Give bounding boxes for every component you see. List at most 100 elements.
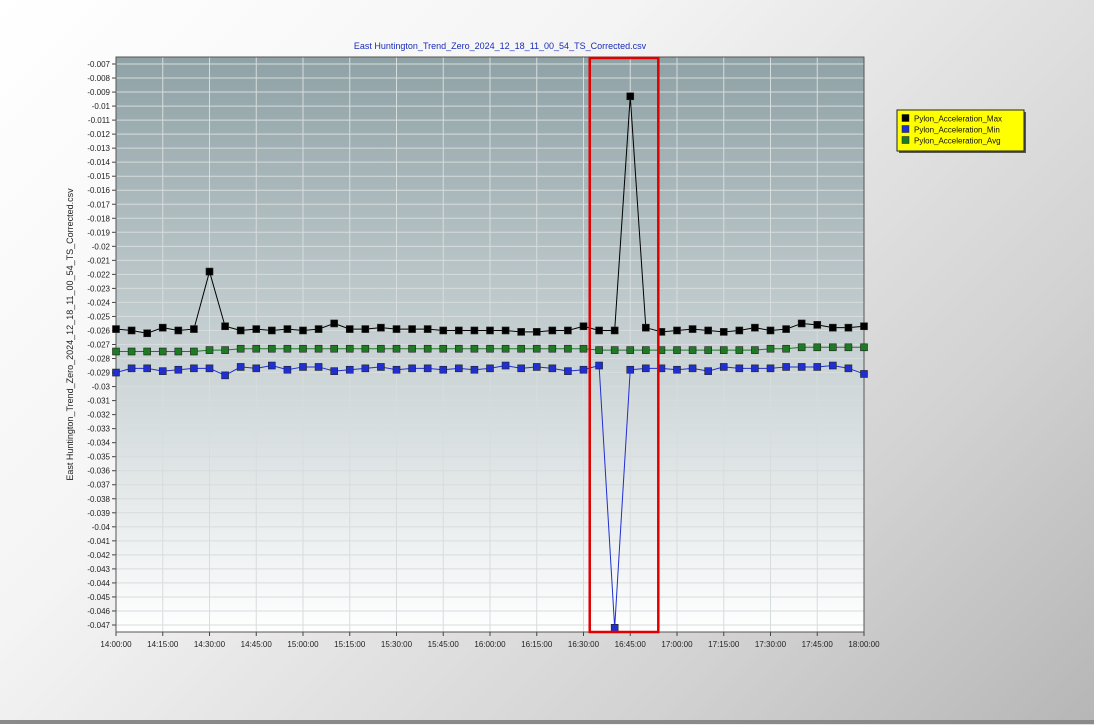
data-point-pylon-acceleration-max: [127, 326, 136, 335]
y-tick-label: -0.04: [92, 523, 111, 532]
data-point-pylon-acceleration-max: [688, 325, 697, 333]
data-point-pylon-acceleration-max: [174, 326, 183, 335]
data-point-pylon-acceleration-max: [782, 325, 790, 333]
data-point-pylon-acceleration-avg: [345, 344, 354, 353]
y-tick-label: -0.031: [87, 397, 110, 406]
highlight-box: [588, 56, 660, 634]
data-point-pylon-acceleration-min: [127, 364, 136, 373]
y-axis-label: East Huntington_Trend_Zero_2024_12_18_11…: [65, 188, 75, 481]
legend-label: Pylon_Acceleration_Max: [914, 115, 1002, 124]
data-point-pylon-acceleration-max: [455, 326, 463, 335]
x-tick-label: 15:15:00: [334, 640, 366, 649]
data-point-pylon-acceleration-min: [345, 365, 354, 374]
data-point-pylon-acceleration-min: [813, 363, 822, 371]
data-point-pylon-acceleration-avg: [392, 344, 401, 353]
data-point-pylon-acceleration-avg: [860, 343, 868, 352]
y-tick-label: -0.022: [87, 270, 110, 279]
data-point-pylon-acceleration-min: [299, 363, 307, 371]
y-tick-label: -0.035: [87, 453, 110, 462]
data-point-pylon-acceleration-max: [486, 326, 494, 335]
data-point-pylon-acceleration-max: [704, 326, 712, 335]
x-tick-label: 17:15:00: [708, 640, 740, 649]
y-tick-label: -0.009: [87, 88, 110, 97]
x-tick-label: 14:45:00: [241, 640, 273, 649]
y-tick-label: -0.027: [87, 341, 110, 350]
data-point-pylon-acceleration-min: [797, 363, 806, 371]
y-tick-label: -0.024: [87, 298, 110, 307]
data-point-pylon-acceleration-max: [268, 326, 276, 335]
y-tick-label: -0.023: [87, 284, 110, 293]
data-point-pylon-acceleration-max: [205, 267, 214, 276]
data-point-pylon-acceleration-min: [486, 364, 494, 373]
data-point-pylon-acceleration-max: [751, 323, 759, 332]
y-tick-label: -0.045: [87, 593, 110, 602]
data-point-pylon-acceleration-min: [439, 365, 448, 374]
legend-label: Pylon_Acceleration_Min: [914, 126, 1000, 135]
data-point-pylon-acceleration-min: [564, 367, 572, 375]
y-tick-label: -0.021: [87, 256, 110, 265]
data-point-pylon-acceleration-max: [470, 326, 479, 335]
data-point-pylon-acceleration-avg: [158, 347, 167, 356]
data-point-pylon-acceleration-avg: [813, 343, 822, 352]
y-tick-label: -0.039: [87, 509, 110, 518]
data-point-pylon-acceleration-avg: [579, 344, 588, 353]
data-point-pylon-acceleration-avg: [486, 344, 494, 353]
data-point-pylon-acceleration-max: [642, 323, 650, 332]
x-tick-label: 15:00:00: [287, 640, 319, 649]
data-point-pylon-acceleration-avg: [143, 347, 151, 356]
data-point-pylon-acceleration-min: [455, 364, 463, 373]
data-point-pylon-acceleration-min: [174, 365, 183, 374]
data-point-pylon-acceleration-avg: [610, 346, 619, 354]
data-point-pylon-acceleration-max: [548, 326, 557, 335]
data-point-pylon-acceleration-min: [860, 370, 868, 378]
data-point-pylon-acceleration-avg: [501, 344, 510, 353]
x-tick-label: 16:15:00: [521, 640, 553, 649]
data-point-pylon-acceleration-max: [673, 326, 681, 335]
data-point-pylon-acceleration-avg: [423, 344, 432, 353]
data-point-pylon-acceleration-avg: [735, 346, 744, 354]
y-tick-label: -0.034: [87, 439, 110, 448]
data-point-pylon-acceleration-min: [719, 363, 728, 371]
data-point-pylon-acceleration-avg: [236, 344, 245, 353]
data-point-pylon-acceleration-max: [860, 322, 868, 331]
data-point-pylon-acceleration-min: [642, 364, 650, 373]
y-tick-label: -0.012: [87, 130, 110, 139]
data-point-pylon-acceleration-max: [252, 325, 261, 333]
data-point-pylon-acceleration-max: [610, 326, 619, 335]
data-point-pylon-acceleration-max: [501, 326, 510, 335]
data-point-pylon-acceleration-max: [190, 325, 198, 333]
data-point-pylon-acceleration-min: [844, 364, 853, 373]
data-point-pylon-acceleration-max: [517, 328, 525, 336]
data-point-pylon-acceleration-max: [766, 326, 775, 335]
data-point-pylon-acceleration-avg: [548, 344, 557, 353]
data-point-pylon-acceleration-min: [610, 623, 619, 632]
data-point-pylon-acceleration-max: [829, 323, 837, 332]
data-point-pylon-acceleration-avg: [439, 344, 448, 353]
x-tick-label: 17:30:00: [755, 640, 787, 649]
data-point-pylon-acceleration-avg: [797, 343, 806, 352]
data-point-pylon-acceleration-avg: [361, 344, 370, 353]
y-tick-label: -0.038: [87, 495, 110, 504]
x-tick-label: 17:00:00: [661, 640, 693, 649]
data-point-pylon-acceleration-max: [626, 92, 635, 101]
data-point-pylon-acceleration-min: [392, 365, 401, 374]
data-point-pylon-acceleration-max: [283, 325, 292, 333]
x-tick-label: 15:30:00: [381, 640, 413, 649]
x-tick-label: 16:30:00: [568, 640, 600, 649]
data-point-pylon-acceleration-max: [345, 325, 354, 333]
data-point-pylon-acceleration-min: [252, 364, 261, 373]
y-tick-label: -0.041: [87, 537, 110, 546]
data-point-pylon-acceleration-avg: [766, 344, 775, 353]
y-tick-label: -0.007: [87, 60, 110, 69]
y-tick-label: -0.029: [87, 369, 110, 378]
y-tick-label: -0.047: [87, 621, 110, 630]
y-tick-label: -0.032: [87, 411, 110, 420]
data-point-pylon-acceleration-max: [330, 319, 338, 328]
data-point-pylon-acceleration-min: [143, 364, 151, 373]
y-tick-label: -0.016: [87, 186, 110, 195]
x-tick-label: 16:45:00: [615, 640, 647, 649]
data-point-pylon-acceleration-max: [158, 323, 167, 332]
y-tick-label: -0.013: [87, 144, 110, 153]
